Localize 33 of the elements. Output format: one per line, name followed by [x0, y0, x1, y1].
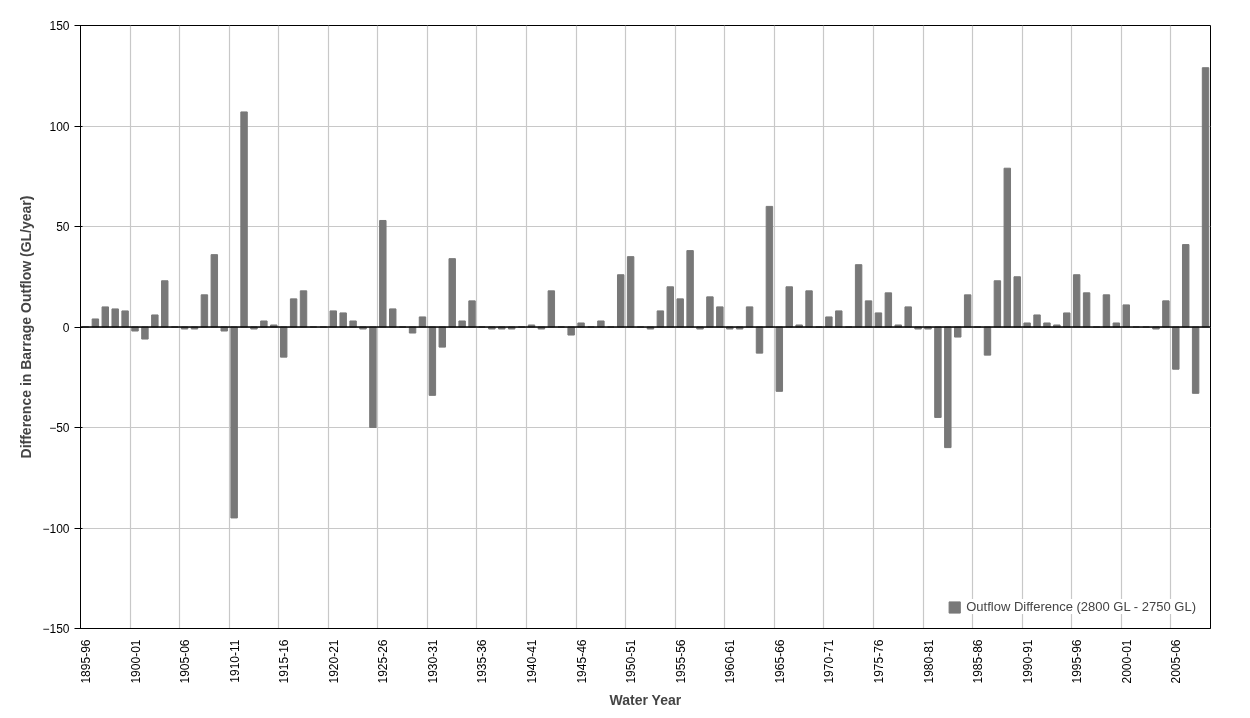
x-tick-label: 1980-81	[921, 639, 936, 684]
y-tick-label: 100	[49, 119, 70, 134]
x-tick-label: 1920-21	[326, 639, 341, 684]
x-tick-label: 1985-86	[971, 639, 986, 684]
x-tick-label: 1965-66	[772, 639, 787, 684]
y-tick-label: 150	[49, 19, 70, 33]
x-tick-label: 1935-36	[475, 639, 490, 684]
x-tick-label: 1940-41	[525, 639, 540, 684]
y-tick-label: −100	[42, 521, 70, 536]
x-tick-label: 2000-01	[1119, 639, 1134, 684]
x-tick-label: 1915-16	[277, 639, 292, 684]
y-axis-title: Difference in Barrage Outflow (GL/year)	[18, 195, 35, 459]
x-tick-label: 1930-31	[425, 639, 440, 684]
x-axis-title: Water Year	[609, 691, 682, 708]
x-tick-label: 2005-06	[1169, 639, 1184, 684]
x-tick-label: 1975-76	[871, 639, 886, 684]
x-tick-label: 1990-91	[1020, 639, 1035, 684]
x-tick-label: 1995-96	[1070, 639, 1085, 684]
x-tick-label: 1950-51	[624, 639, 639, 684]
y-tick-label: −150	[42, 622, 70, 636]
x-tick-label: 1895-96	[78, 639, 93, 684]
x-tick-label: 1910-11	[227, 639, 242, 683]
y-tick-label: −50	[49, 421, 70, 435]
x-tick-label: 1900-01	[128, 639, 143, 684]
x-tick-label: 1960-61	[723, 639, 738, 684]
x-tick-label: 1945-46	[574, 639, 589, 684]
legend-label: Outflow Difference (2800 GL - 2750 GL)	[966, 599, 1196, 614]
y-tick-label: 50	[56, 220, 70, 234]
x-tick-label: 1905-06	[178, 639, 193, 684]
x-tick-label: 1970-71	[822, 639, 837, 684]
x-tick-label: 1955-56	[673, 639, 688, 684]
x-tick-label: 1925-26	[376, 639, 391, 684]
y-tick-label: 0	[62, 320, 70, 335]
